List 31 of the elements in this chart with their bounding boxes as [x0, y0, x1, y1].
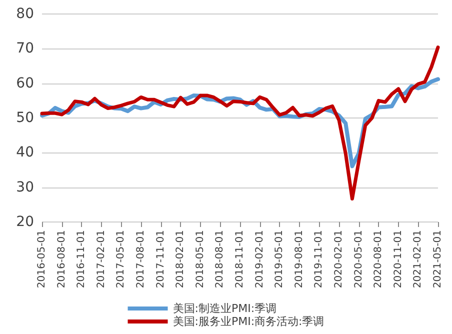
legend-label: 美国:制造业PMI:季调 — [172, 302, 277, 315]
y-tick-label: 20 — [16, 214, 34, 230]
x-tick-label: 2017-11-01 — [155, 230, 166, 288]
line-series — [40, 46, 440, 201]
x-tick-label: 2019-11-01 — [314, 230, 325, 288]
x-tick-label: 2019-05-01 — [274, 230, 286, 288]
x-tick-label: 2020-02-01 — [334, 230, 344, 288]
x-tick-label: 2018-08-01 — [214, 230, 226, 288]
y-tick-label: 70 — [16, 40, 34, 57]
x-tick-label: 2016-11-01 — [76, 230, 88, 288]
x-tick-label: 2016-05-01 — [36, 230, 48, 288]
x-tick-label: 2018-05-01 — [194, 230, 206, 288]
x-tick-label: 2018-11-01 — [234, 230, 246, 288]
x-tick-label: 2019-08-01 — [294, 230, 305, 288]
x-tick-label: 2020-05-01 — [353, 230, 364, 288]
x-tick-label: 2021-05-01 — [432, 230, 444, 288]
x-tick-label: 2021-02-01 — [412, 230, 424, 288]
y-tick-label: 30 — [16, 179, 34, 196]
legend-label: 美国:服务业PMI:商务活动:季调 — [172, 315, 324, 328]
y-tick-label: 60 — [16, 75, 34, 92]
x-tick-label: 2017-05-01 — [116, 230, 127, 288]
x-tick-label: 2020-11-01 — [392, 230, 404, 288]
y-tick-label: 80 — [16, 6, 34, 22]
x-tick-label: 2019-02-01 — [254, 230, 266, 288]
x-tick-label: 2020-08-01 — [373, 230, 384, 288]
x-tick-label: 2017-08-01 — [136, 230, 146, 288]
y-tick-label: 40 — [16, 144, 34, 161]
x-tick-label: 2017-02-01 — [96, 230, 107, 288]
y-tick-label: 50 — [16, 110, 34, 126]
x-tick-label: 2018-02-01 — [175, 230, 186, 288]
x-tick-label: 2016-08-01 — [56, 230, 68, 288]
